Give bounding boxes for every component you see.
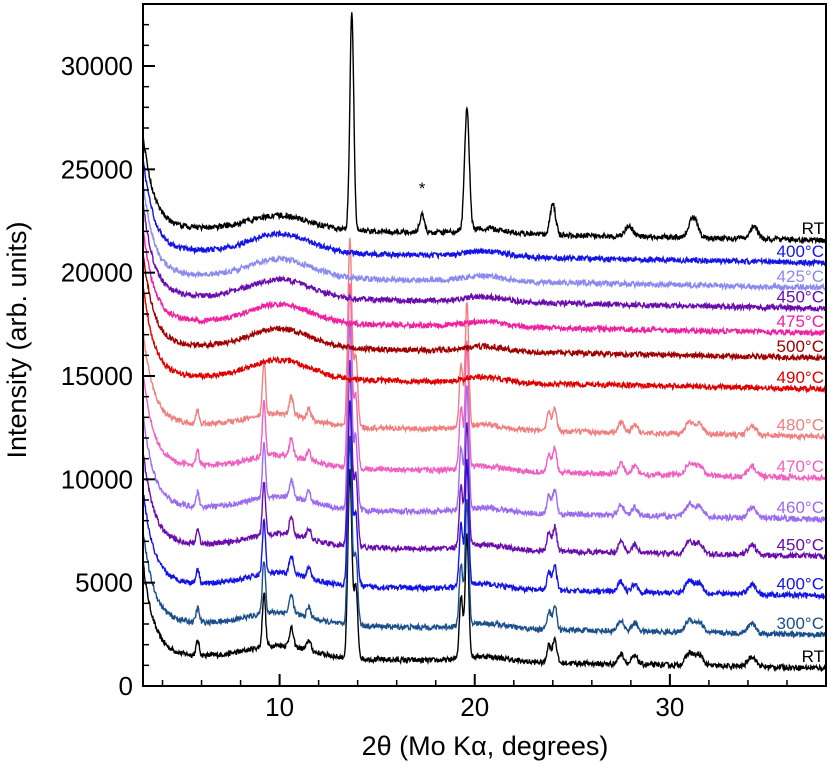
series-line-4	[142, 360, 827, 561]
series-label-3: 400°C	[777, 575, 824, 594]
series-line-9	[142, 250, 827, 362]
series-label-14: RT	[802, 219, 824, 238]
x-tick-label: 30	[655, 692, 684, 722]
x-tick-label: 20	[460, 692, 489, 722]
chart-labels: RT 300°C 400°C 450°C 460°C 470°C 480°C 490°C 500…	[777, 219, 824, 666]
series-line-7	[142, 237, 827, 442]
series-label-1: RT	[802, 647, 824, 666]
series-line-2	[142, 435, 827, 639]
series-line-11	[142, 204, 827, 313]
series-line-13	[142, 157, 827, 268]
series-label-5: 460°C	[777, 498, 824, 517]
series-label-13: 400°C	[777, 242, 824, 261]
series-line-10	[142, 228, 827, 337]
chart-axes: 0 5000 10000 15000 20000 25000 30000 10 20 30	[61, 3, 827, 722]
series-line-5	[142, 320, 826, 525]
y-tick-label: 10000	[61, 464, 133, 494]
y-tick-label: 25000	[61, 154, 133, 184]
x-tick-label: 10	[265, 692, 294, 722]
series-label-10: 475°C	[777, 312, 824, 331]
series-line-1	[142, 469, 827, 673]
series-line-6	[142, 283, 827, 483]
x-axis-title: 2θ (Mo Kα, degrees)	[362, 731, 609, 761]
series-line-14	[142, 12, 827, 245]
series-line-8	[142, 284, 827, 394]
y-tick-label: 30000	[61, 51, 133, 81]
series-line-12	[142, 184, 827, 292]
series-label-9: 500°C	[777, 337, 824, 356]
y-tick-label: 20000	[61, 258, 133, 288]
series-line-3	[142, 400, 827, 601]
y-tick-label: 15000	[61, 361, 133, 391]
impurity-marker-annotation: *	[419, 179, 426, 198]
series-label-2: 300°C	[777, 614, 824, 633]
series-label-12: 425°C	[777, 267, 824, 286]
series-label-11: 450°C	[777, 287, 824, 306]
plot-frame	[142, 3, 827, 687]
series-label-7: 480°C	[777, 416, 824, 435]
series-label-8: 490°C	[777, 368, 824, 387]
series-label-6: 470°C	[777, 457, 824, 476]
y-axis-title: Intensity (arb. units)	[2, 221, 32, 458]
chart-series-group	[142, 12, 827, 673]
y-tick-label: 0	[119, 671, 133, 701]
series-label-4: 450°C	[777, 535, 824, 554]
y-tick-label: 5000	[75, 568, 133, 598]
